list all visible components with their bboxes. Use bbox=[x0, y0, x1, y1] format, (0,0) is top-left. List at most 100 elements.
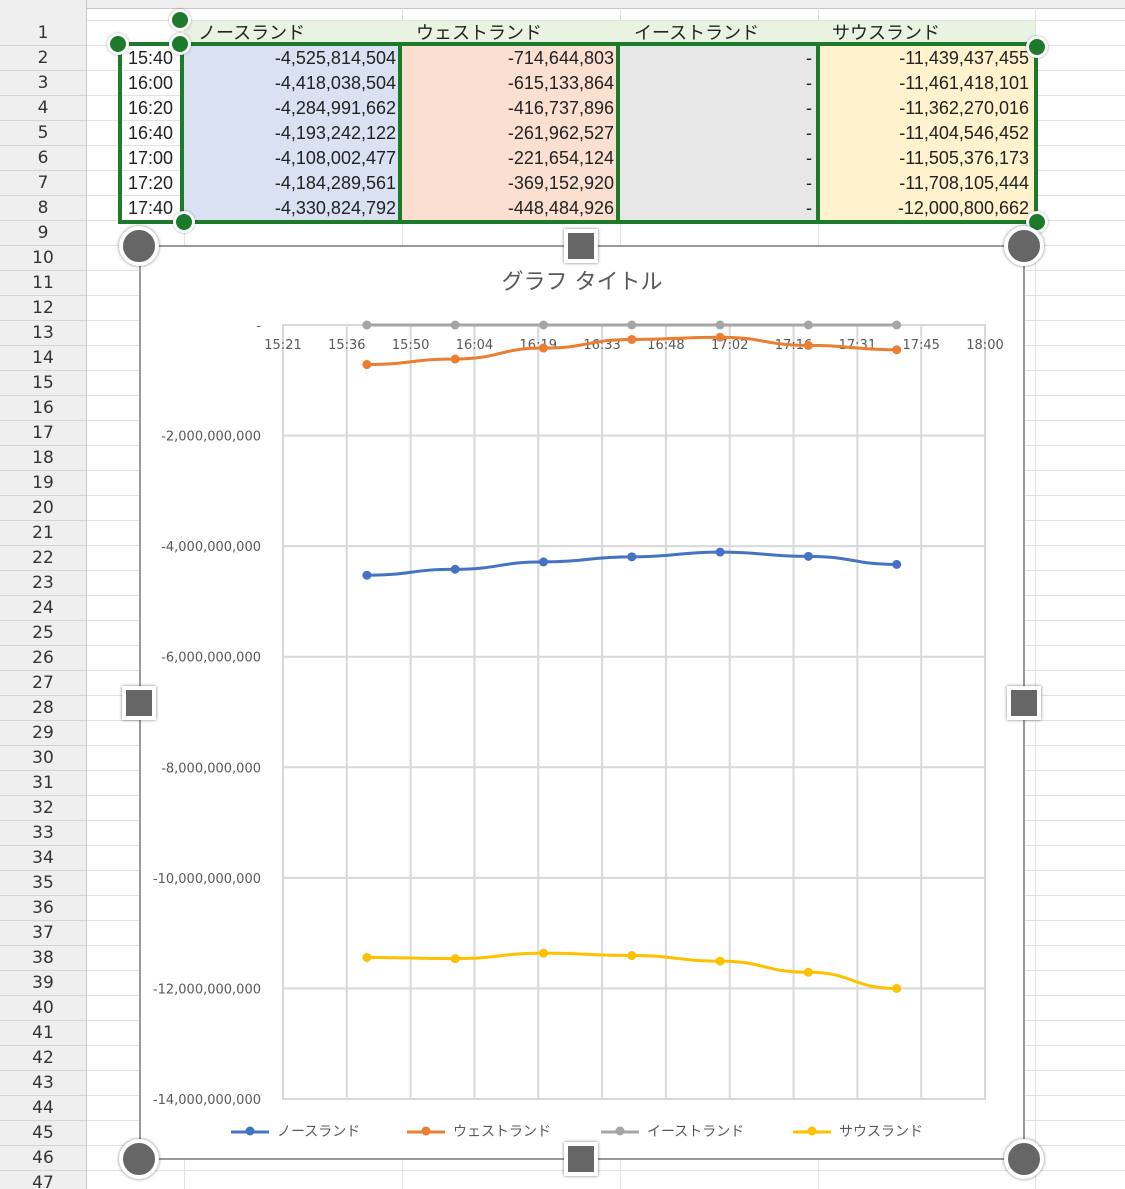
row-number[interactable]: 7 bbox=[0, 171, 86, 196]
value-cell[interactable]: -11,362,270,016 bbox=[818, 96, 1035, 121]
time-cell[interactable]: 17:40 bbox=[128, 198, 174, 218]
value-cell[interactable]: - bbox=[620, 146, 818, 171]
chart-resize-handle-left[interactable] bbox=[122, 686, 156, 720]
value-cell[interactable]: -11,461,418,101 bbox=[818, 71, 1035, 96]
data-point[interactable] bbox=[450, 564, 460, 574]
row-number[interactable]: 33 bbox=[0, 821, 86, 846]
row-number[interactable]: 47 bbox=[0, 1171, 86, 1189]
row-number[interactable]: 14 bbox=[0, 346, 86, 371]
time-cell[interactable]: 16:20 bbox=[128, 98, 174, 118]
row-number[interactable]: 15 bbox=[0, 371, 86, 396]
selection-handle[interactable] bbox=[169, 9, 191, 31]
data-point[interactable] bbox=[362, 360, 372, 370]
series-2[interactable] bbox=[362, 332, 902, 370]
data-point[interactable] bbox=[362, 952, 372, 962]
row-number[interactable]: 18 bbox=[0, 446, 86, 471]
data-point[interactable] bbox=[715, 956, 725, 966]
selection-handle[interactable] bbox=[1026, 36, 1048, 58]
data-point[interactable] bbox=[450, 954, 460, 964]
row-number[interactable]: 1 bbox=[0, 21, 86, 46]
row-number[interactable]: 40 bbox=[0, 996, 86, 1021]
data-point[interactable] bbox=[450, 320, 460, 330]
data-point[interactable] bbox=[892, 345, 902, 355]
time-cell[interactable]: 15:40 bbox=[128, 48, 174, 68]
data-point[interactable] bbox=[627, 334, 637, 344]
row-number[interactable]: 26 bbox=[0, 646, 86, 671]
row-number[interactable]: 10 bbox=[0, 246, 86, 271]
row-number[interactable]: 28 bbox=[0, 696, 86, 721]
data-point[interactable] bbox=[803, 967, 813, 977]
legend-item[interactable]: イーストランド bbox=[601, 1124, 744, 1140]
time-cell[interactable]: 17:20 bbox=[128, 173, 174, 193]
row-number[interactable]: 5 bbox=[0, 121, 86, 146]
row-number[interactable]: 29 bbox=[0, 721, 86, 746]
chart-resize-handle-bottom[interactable] bbox=[564, 1142, 598, 1176]
value-cell[interactable]: -221,654,124 bbox=[402, 146, 620, 171]
value-cell[interactable]: -11,439,437,455 bbox=[818, 46, 1035, 71]
value-cell[interactable]: -615,133,864 bbox=[402, 71, 620, 96]
row-number[interactable]: 8 bbox=[0, 196, 86, 221]
row-number[interactable]: 4 bbox=[0, 96, 86, 121]
data-point[interactable] bbox=[803, 340, 813, 350]
data-point[interactable] bbox=[627, 320, 637, 330]
legend-item[interactable]: ノースランド bbox=[231, 1124, 360, 1140]
row-number[interactable]: 25 bbox=[0, 621, 86, 646]
data-point[interactable] bbox=[715, 332, 725, 342]
data-point[interactable] bbox=[715, 320, 725, 330]
time-cell[interactable]: 17:00 bbox=[128, 148, 174, 168]
chart-resize-handle-bottom-right[interactable] bbox=[1004, 1139, 1044, 1179]
value-cell[interactable]: -4,184,289,561 bbox=[184, 171, 402, 196]
series-3[interactable] bbox=[362, 320, 902, 330]
value-cell[interactable]: -261,962,527 bbox=[402, 121, 620, 146]
row-number[interactable]: 3 bbox=[0, 71, 86, 96]
row-number[interactable]: 20 bbox=[0, 496, 86, 521]
legend-item[interactable]: サウスランド bbox=[793, 1124, 923, 1140]
value-cell[interactable]: - bbox=[620, 121, 818, 146]
selection-handle[interactable] bbox=[173, 211, 195, 233]
data-point[interactable] bbox=[538, 557, 548, 567]
data-point[interactable] bbox=[892, 320, 902, 330]
data-point[interactable] bbox=[803, 320, 813, 330]
value-cell[interactable]: -11,708,105,444 bbox=[818, 171, 1035, 196]
row-number[interactable]: 42 bbox=[0, 1046, 86, 1071]
time-cell[interactable]: 16:40 bbox=[128, 123, 174, 143]
chart-object[interactable]: グラフ タイトル 15:21 15:36 15:50 16:04 16:19 16:33 1… bbox=[139, 245, 1025, 1160]
row-number[interactable]: 46 bbox=[0, 1146, 86, 1171]
series-1[interactable] bbox=[362, 547, 902, 580]
row-number[interactable]: 11 bbox=[0, 271, 86, 296]
data-point[interactable] bbox=[362, 570, 372, 580]
chart-resize-handle-bottom-left[interactable] bbox=[119, 1139, 159, 1179]
data-point[interactable] bbox=[538, 320, 548, 330]
row-number[interactable]: 31 bbox=[0, 771, 86, 796]
chart-resize-handle-top[interactable] bbox=[564, 229, 598, 263]
value-cell[interactable]: - bbox=[620, 46, 818, 71]
column-header-cell[interactable]: ノースランド bbox=[184, 21, 402, 46]
value-cell[interactable]: -4,418,038,504 bbox=[184, 71, 402, 96]
value-cell[interactable]: - bbox=[620, 71, 818, 96]
selection-handle[interactable] bbox=[169, 33, 191, 55]
row-number[interactable]: 19 bbox=[0, 471, 86, 496]
row-number[interactable]: 17 bbox=[0, 421, 86, 446]
value-cell[interactable]: - bbox=[620, 96, 818, 121]
value-cell[interactable]: -4,284,991,662 bbox=[184, 96, 402, 121]
value-cell[interactable]: - bbox=[620, 171, 818, 196]
row-number[interactable]: 9 bbox=[0, 221, 86, 246]
data-point[interactable] bbox=[538, 948, 548, 958]
row-number[interactable]: 16 bbox=[0, 396, 86, 421]
row-number[interactable]: 35 bbox=[0, 871, 86, 896]
data-point[interactable] bbox=[892, 983, 902, 993]
column-header-cell[interactable]: ウェストランド bbox=[402, 21, 620, 46]
chart-title[interactable]: グラフ タイトル bbox=[502, 270, 663, 295]
legend-item[interactable]: ウェストランド bbox=[407, 1124, 551, 1140]
row-number[interactable]: 2 bbox=[0, 46, 86, 71]
chart-resize-handle-right[interactable] bbox=[1007, 686, 1041, 720]
column-header-cell[interactable]: サウスランド bbox=[818, 21, 1035, 46]
column-header-bar[interactable] bbox=[0, 0, 1125, 9]
data-point[interactable] bbox=[627, 552, 637, 562]
row-number[interactable]: 39 bbox=[0, 971, 86, 996]
row-header-column[interactable]: 1 2 3 4 5 6 7 8 9 10 11 12 13 14 15 16 17 18 19 20 21 22 23 24 2… bbox=[0, 0, 87, 1189]
value-cell[interactable]: -12,000,800,662 bbox=[818, 196, 1035, 221]
row-number[interactable]: 6 bbox=[0, 146, 86, 171]
series-4[interactable] bbox=[362, 948, 902, 993]
row-number[interactable]: 24 bbox=[0, 596, 86, 621]
